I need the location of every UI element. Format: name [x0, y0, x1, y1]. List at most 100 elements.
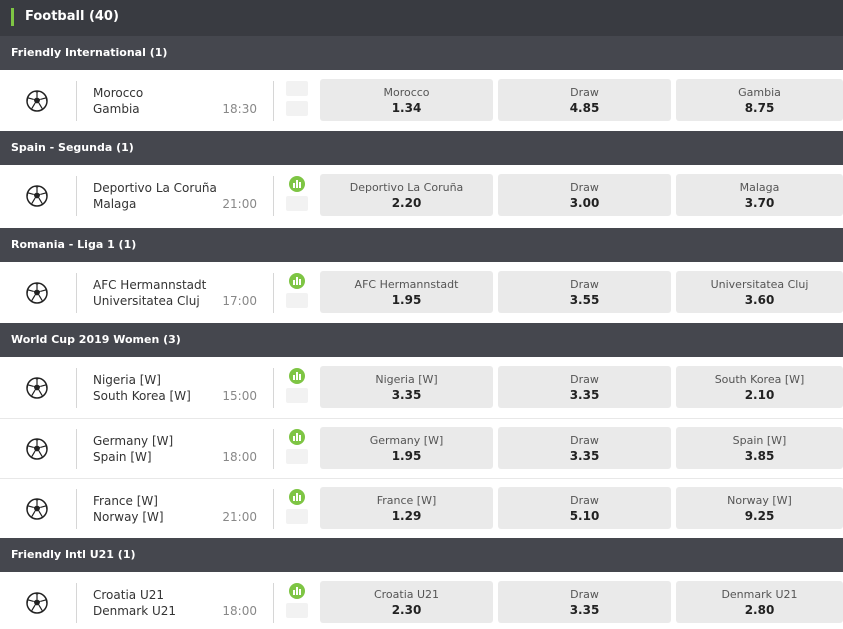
- league-name: World Cup 2019 Women (3): [11, 333, 181, 346]
- odds-value: 1.29: [391, 509, 422, 523]
- odds-button-away[interactable]: Malaga 3.70: [676, 174, 843, 216]
- away-team-name[interactable]: South Korea [W]: [93, 389, 191, 403]
- kickoff-time: 21:00: [222, 197, 257, 211]
- odds-button-home[interactable]: Morocco 1.34: [320, 79, 493, 121]
- odds-button-draw[interactable]: Draw 5.10: [498, 487, 671, 529]
- odds-value: 3.35: [569, 388, 600, 402]
- soccer-ball-icon: [26, 377, 48, 399]
- odds-label: France [W]: [376, 494, 437, 507]
- odds-value: 3.35: [569, 449, 600, 463]
- odds-button-draw[interactable]: Draw 3.55: [498, 271, 671, 313]
- away-team-name[interactable]: Denmark U21: [93, 604, 177, 618]
- home-team-name[interactable]: Morocco: [93, 86, 144, 100]
- home-team-name[interactable]: Croatia U21: [93, 588, 165, 602]
- divider: [273, 273, 274, 313]
- extra-markets-box[interactable]: [286, 101, 308, 116]
- divider: [273, 368, 274, 408]
- stats-icon[interactable]: [289, 583, 305, 599]
- odds-button-home[interactable]: Deportivo La Coruña 2.20: [320, 174, 493, 216]
- league-name: Friendly International (1): [11, 46, 168, 59]
- soccer-ball-icon: [26, 498, 48, 520]
- league-name: Friendly Intl U21 (1): [11, 548, 136, 561]
- stats-icon[interactable]: [289, 176, 305, 192]
- odds-value: 3.70: [744, 196, 775, 210]
- home-team-name[interactable]: AFC Hermannstadt: [93, 278, 207, 292]
- away-team-name[interactable]: Norway [W]: [93, 510, 164, 524]
- odds-value: 2.30: [391, 603, 422, 617]
- home-team-name[interactable]: Deportivo La Coruña: [93, 181, 217, 195]
- odds-button-draw[interactable]: Draw 3.35: [498, 427, 671, 469]
- sport-header: Football (40): [0, 0, 843, 36]
- odds-button-home[interactable]: Nigeria [W] 3.35: [320, 366, 493, 408]
- league-header[interactable]: Friendly Intl U21 (1): [0, 538, 843, 572]
- extra-markets-box[interactable]: [286, 509, 308, 524]
- odds-value: 3.60: [744, 293, 775, 307]
- match-row: Croatia U21 Denmark U21 18:00 Croatia U2…: [0, 573, 843, 629]
- sport-title: Football (40): [25, 9, 119, 24]
- home-team-name[interactable]: Nigeria [W]: [93, 373, 161, 387]
- odds-button-draw[interactable]: Draw 4.85: [498, 79, 671, 121]
- away-team-name[interactable]: Universitatea Cluj: [93, 294, 200, 308]
- odds-button-away[interactable]: South Korea [W] 2.10: [676, 366, 843, 408]
- home-team-name[interactable]: France [W]: [93, 494, 158, 508]
- odds-value: 5.10: [569, 509, 600, 523]
- odds-button-draw[interactable]: Draw 3.35: [498, 581, 671, 623]
- odds-value: 3.85: [744, 449, 775, 463]
- divider: [76, 429, 77, 469]
- stats-icon[interactable]: [289, 273, 305, 289]
- odds-button-home[interactable]: Germany [W] 1.95: [320, 427, 493, 469]
- extra-markets-box[interactable]: [286, 449, 308, 464]
- odds-label: Morocco: [383, 86, 430, 99]
- divider: [76, 273, 77, 313]
- league-header[interactable]: Friendly International (1): [0, 36, 843, 70]
- home-team-name[interactable]: Germany [W]: [93, 434, 174, 448]
- odds-value: 2.10: [744, 388, 775, 402]
- extra-markets-box[interactable]: [286, 388, 308, 403]
- odds-button-away[interactable]: Norway [W] 9.25: [676, 487, 843, 529]
- stats-icon[interactable]: [289, 368, 305, 384]
- odds-value: 2.20: [391, 196, 422, 210]
- stats-placeholder: [286, 81, 308, 96]
- odds-value: 3.35: [569, 603, 600, 617]
- odds-label: South Korea [W]: [714, 373, 805, 386]
- soccer-ball-icon: [26, 282, 48, 304]
- odds-button-draw[interactable]: Draw 3.00: [498, 174, 671, 216]
- odds-label: Denmark U21: [721, 588, 798, 601]
- divider: [273, 81, 274, 121]
- odds-label: Draw: [570, 181, 599, 194]
- soccer-ball-icon: [26, 185, 48, 207]
- extra-markets-box[interactable]: [286, 196, 308, 211]
- league-header[interactable]: Spain - Segunda (1): [0, 131, 843, 165]
- odds-button-away[interactable]: Denmark U21 2.80: [676, 581, 843, 623]
- odds-label: Deportivo La Coruña: [349, 181, 464, 194]
- league-header[interactable]: World Cup 2019 Women (3): [0, 323, 843, 357]
- divider: [76, 368, 77, 408]
- extra-markets-box[interactable]: [286, 603, 308, 618]
- stats-icon[interactable]: [289, 429, 305, 445]
- odds-label: Universitatea Cluj: [710, 278, 809, 291]
- odds-button-draw[interactable]: Draw 3.35: [498, 366, 671, 408]
- away-team-name[interactable]: Gambia: [93, 102, 140, 116]
- odds-button-away[interactable]: Spain [W] 3.85: [676, 427, 843, 469]
- divider: [273, 489, 274, 529]
- odds-label: Croatia U21: [373, 588, 440, 601]
- odds-label: AFC Hermannstadt: [354, 278, 459, 291]
- stats-icon[interactable]: [289, 489, 305, 505]
- away-team-name[interactable]: Malaga: [93, 197, 137, 211]
- odds-button-home[interactable]: AFC Hermannstadt 1.95: [320, 271, 493, 313]
- extra-markets-box[interactable]: [286, 293, 308, 308]
- kickoff-time: 21:00: [222, 510, 257, 524]
- divider: [76, 81, 77, 121]
- match-row: Morocco Gambia 18:30 Morocco 1.34 Draw 4…: [0, 71, 843, 131]
- odds-button-home[interactable]: Croatia U21 2.30: [320, 581, 493, 623]
- odds-label: Germany [W]: [369, 434, 444, 447]
- match-row: France [W] Norway [W] 21:00 France [W] 1…: [0, 478, 843, 538]
- away-team-name[interactable]: Spain [W]: [93, 450, 152, 464]
- odds-value: 9.25: [744, 509, 775, 523]
- odds-label: Draw: [570, 278, 599, 291]
- odds-button-home[interactable]: France [W] 1.29: [320, 487, 493, 529]
- odds-button-away[interactable]: Gambia 8.75: [676, 79, 843, 121]
- league-header[interactable]: Romania - Liga 1 (1): [0, 228, 843, 262]
- odds-label: Malaga: [739, 181, 780, 194]
- odds-button-away[interactable]: Universitatea Cluj 3.60: [676, 271, 843, 313]
